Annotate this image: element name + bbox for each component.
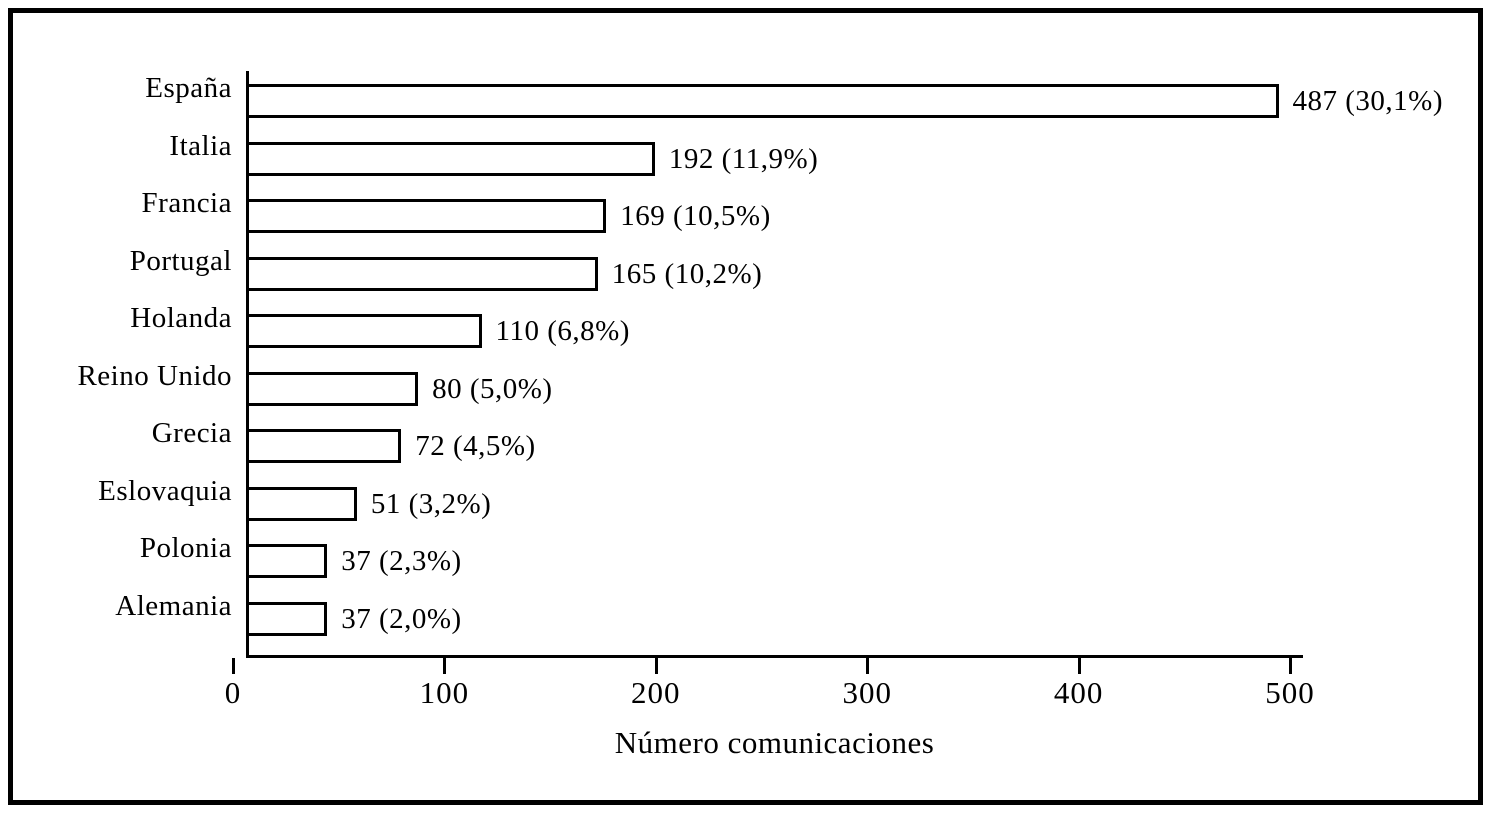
bar: [249, 429, 402, 463]
bar: [249, 371, 419, 406]
category-label: España: [145, 72, 232, 104]
x-tick-label: 0: [224, 675, 242, 710]
x-tick: [654, 658, 658, 674]
x-tick-label: 100: [419, 675, 470, 710]
category-label: Eslovaquia: [98, 474, 232, 507]
value-label: 169 (10,5%): [620, 200, 771, 232]
x-tick-label: 300: [842, 675, 892, 710]
value-label: 37 (2,0%): [341, 602, 462, 635]
x-tick-label: 500: [1265, 675, 1315, 710]
x-tick: [443, 658, 447, 674]
bar: [249, 544, 328, 578]
plot-area: 487 (30,1%) 192 (11,9%) 169 (10,5%) 165 (10…: [246, 71, 1442, 658]
x-axis-title: Número comunicaciones: [614, 725, 935, 760]
category-label: Italia: [169, 129, 232, 162]
value-label: 72 (4,5%): [415, 430, 536, 462]
value-label: 80 (5,0%): [432, 372, 553, 405]
category-label: Polonia: [139, 532, 232, 564]
value-label: 487 (30,1%): [1292, 85, 1443, 117]
x-tick: [1077, 658, 1081, 674]
category-label: Grecia: [151, 417, 232, 449]
category-label: Reino Unido: [77, 359, 232, 392]
x-tick-label: 400: [1053, 675, 1104, 710]
value-label: 110 (6,8%): [495, 315, 630, 347]
value-label: 51 (3,2%): [370, 487, 492, 520]
value-label: 165 (10,2%): [611, 257, 763, 290]
bar: [249, 601, 328, 636]
category-label: Alemania: [115, 589, 232, 622]
bar: [249, 84, 1279, 118]
category-label: Holanda: [130, 302, 232, 334]
bar: [249, 256, 598, 291]
chart-frame: 487 (30,1%) 192 (11,9%) 169 (10,5%) 165 (10…: [8, 8, 1483, 805]
x-tick: [1289, 658, 1292, 674]
bar: [249, 199, 607, 233]
x-tick: [232, 658, 235, 674]
value-label: 37 (2,3%): [341, 545, 462, 577]
bar: [249, 141, 655, 176]
bar: [249, 314, 482, 348]
x-tick: [866, 658, 870, 674]
x-tick-label: 200: [631, 675, 681, 710]
bar: [249, 486, 357, 521]
category-label: Portugal: [129, 244, 232, 277]
category-label: Francia: [141, 187, 232, 219]
value-label: 192 (11,9%): [668, 142, 819, 175]
